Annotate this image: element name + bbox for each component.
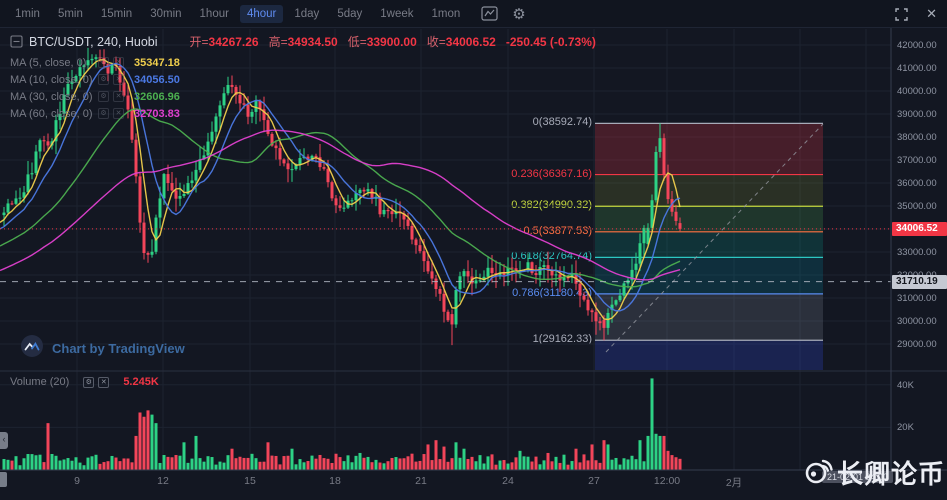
time-tick: 15 [244,475,256,487]
timeframe-1hour[interactable]: 1hour [199,7,229,20]
chart-legend: BTC/USDT, 240, Huobi 开=34267.26 高=34934.5… [10,33,596,50]
change-value: -250.45 (-0.73%) [505,34,596,49]
fib-level-label-0: 0(38592.74) [532,116,592,129]
price-tick: 37000.00 [897,155,937,166]
volume-label: Volume (20) [10,376,70,388]
ma-row-10: MA (10, close, 0) ⚙ ✕ 34056.50 [10,71,180,88]
ohlc-value: 34267.26 [208,35,259,49]
crosshair-time-badge: 21-02-01 04:00 [822,471,894,483]
ma-value: 32703.83 [134,107,180,120]
fib-level-label-0.786: 0.786(31180.43) [512,286,592,299]
timeframe-5day[interactable]: 5day [337,7,363,20]
ohlc-label: 开= [189,35,209,49]
toolbar-right: ✕ [895,0,937,28]
time-tick: 27 [588,475,600,487]
price-tick: 41000.00 [897,63,937,74]
timeframe-list: 1min 5min 15min 30min 1hour 4hour 1day 5day 1wee… [0,4,467,23]
timeframe-30min[interactable]: 30min [150,7,182,20]
ma-settings-icon[interactable]: ⚙ [98,91,109,102]
volume-tick: 20K [897,422,914,434]
fib-level-label-0.5: 0.5(33877.53) [523,224,593,237]
ohlc-value: 33900.00 [366,35,417,49]
timeframe-15min[interactable]: 15min [100,7,133,20]
ma-settings-icon[interactable]: ⚙ [98,57,109,68]
ohlc-values: 开=34267.26 高=34934.50 低=33900.00 收=34006.52 [180,33,496,50]
ma-close-icon[interactable]: ✕ [113,74,124,85]
time-tick: 12 [157,475,169,487]
ma-value: 35347.18 [134,56,180,69]
time-axis-left-tab[interactable] [0,472,7,487]
level-price-badge: 31710.19 [892,274,947,289]
ohlc-label: 低= [347,35,367,49]
timeframe-5min[interactable]: 5min [57,7,83,20]
ma-settings-icon[interactable]: ⚙ [98,74,109,85]
volume-settings-icon[interactable]: ⚙ [83,376,95,388]
close-icon[interactable]: ✕ [926,6,937,21]
time-tick: 12:00 [653,475,681,487]
ma-label: MA (5, close, 0) [10,56,87,69]
ma-close-icon[interactable]: ✕ [113,91,124,102]
settings-gear-icon[interactable]: ⚙ [512,5,526,23]
ma-close-icon[interactable]: ✕ [113,108,124,119]
price-tick: 40000.00 [897,86,937,97]
timeframe-1day[interactable]: 1day [294,7,320,20]
watermark-text: 长卿论币 [836,459,945,489]
ma-row-60: MA (60, close, 0) ⚙ ✕ 32703.83 [10,105,180,122]
ma-label: MA (10, close, 0) [10,73,93,86]
tradingview-attribution[interactable]: Chart by TradingView [20,334,185,363]
fib-level-label-0.236: 0.236(36367.16) [511,167,592,180]
fib-level-label-0.382: 0.382(34990.32) [511,199,592,212]
ma-label: MA (30, close, 0) [10,90,93,103]
price-tick: 39000.00 [897,109,937,120]
time-tick: 21 [415,475,427,487]
timeframe-4hour[interactable]: 4hour [239,4,284,23]
ma-row-5: MA (5, close, 0) ⚙ ✕ 35347.18 [10,54,180,71]
fullscreen-icon[interactable] [895,7,908,21]
tradingview-logo-text: Chart by TradingView [52,341,185,356]
toolbar: 1min 5min 15min 30min 1hour 4hour 1day 5day 1wee… [0,0,947,28]
time-tick: 24 [502,475,514,487]
fib-level-label-1: 1(29162.33) [532,333,592,346]
price-tick: 35000.00 [897,201,937,212]
time-tick: 9 [74,475,80,487]
legend-menu-icon[interactable] [10,35,23,48]
price-tick: 42000.00 [897,40,937,51]
tradingview-logo-icon [20,334,44,363]
ohlc-value: 34934.50 [287,35,338,49]
ohlc-value: 34006.52 [445,35,496,49]
price-tick: 31000.00 [897,293,937,304]
ma-legend: MA (5, close, 0) ⚙ ✕ 35347.18 MA (10, close,… [10,54,180,122]
timeframe-1min[interactable]: 1min [15,7,40,20]
price-tick: 36000.00 [897,178,937,189]
ma-close-icon[interactable]: ✕ [113,57,124,68]
time-tick: 18 [329,475,341,487]
volume-tick: 40K [897,379,914,391]
volume-legend: Volume (20) ⚙ ✕ 5.245K [10,376,159,388]
watermark: 长卿论币 [801,453,945,492]
timeframe-1week[interactable]: 1week [380,7,414,20]
last-price-badge: 34006.52 [892,221,947,236]
ma-label: MA (60, close, 0) [10,107,93,120]
volume-value: 5.245K [123,376,159,388]
time-tick: 2月 [725,477,743,489]
price-tick: 33000.00 [897,247,937,258]
ma-value: 32606.96 [134,90,180,103]
symbol-title[interactable]: BTC/USDT, 240, Huobi [29,34,158,49]
scroll-left-tab[interactable]: ‹ [0,432,8,449]
ma-value: 34056.50 [134,73,180,86]
price-tick: 29000.00 [897,339,937,350]
price-tick: 30000.00 [897,316,937,327]
ohlc-label: 高= [268,35,288,49]
ma-settings-icon[interactable]: ⚙ [98,108,109,119]
timeframe-1mon[interactable]: 1mon [431,7,461,20]
ohlc-label: 收= [426,35,446,49]
volume-close-icon[interactable]: ✕ [98,376,110,388]
weibo-icon [801,453,835,492]
price-tick: 38000.00 [897,132,937,143]
indicator-icon[interactable] [481,6,498,21]
ma-row-30: MA (30, close, 0) ⚙ ✕ 32606.96 [10,88,180,105]
